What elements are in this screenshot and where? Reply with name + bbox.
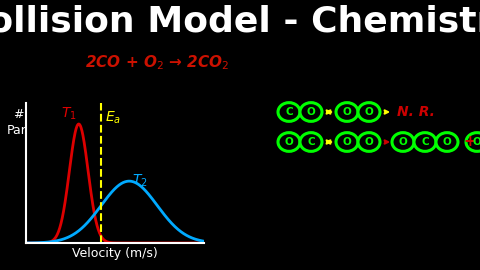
- Text: C: C: [421, 137, 429, 147]
- Text: 2CO + O$_2$ → 2CO$_2$: 2CO + O$_2$ → 2CO$_2$: [85, 54, 229, 72]
- Ellipse shape: [300, 133, 322, 151]
- Ellipse shape: [278, 103, 300, 121]
- Text: N. R.: N. R.: [397, 105, 435, 119]
- Text: C: C: [285, 107, 293, 117]
- Ellipse shape: [300, 103, 322, 121]
- Text: $T_1$: $T_1$: [60, 106, 76, 123]
- Text: O: O: [343, 137, 351, 147]
- Text: O: O: [365, 107, 373, 117]
- Text: +: +: [463, 134, 476, 150]
- Text: O: O: [343, 107, 351, 117]
- Text: O: O: [473, 137, 480, 147]
- Text: O: O: [398, 137, 408, 147]
- Ellipse shape: [466, 133, 480, 151]
- Ellipse shape: [278, 133, 300, 151]
- Text: $E_a$: $E_a$: [105, 110, 121, 126]
- Text: O: O: [443, 137, 451, 147]
- Text: O: O: [285, 137, 293, 147]
- Ellipse shape: [436, 133, 458, 151]
- Ellipse shape: [336, 133, 358, 151]
- Text: Collision Model - Chemistry: Collision Model - Chemistry: [0, 5, 480, 39]
- Ellipse shape: [414, 133, 436, 151]
- Ellipse shape: [358, 133, 380, 151]
- Text: C: C: [307, 137, 315, 147]
- Text: O: O: [365, 137, 373, 147]
- Ellipse shape: [358, 103, 380, 121]
- Text: $T_2$: $T_2$: [132, 173, 147, 189]
- X-axis label: Velocity (m/s): Velocity (m/s): [72, 247, 158, 260]
- Text: # Gas
Particles: # Gas Particles: [7, 107, 60, 137]
- Ellipse shape: [392, 133, 414, 151]
- Text: O: O: [307, 107, 315, 117]
- Ellipse shape: [336, 103, 358, 121]
